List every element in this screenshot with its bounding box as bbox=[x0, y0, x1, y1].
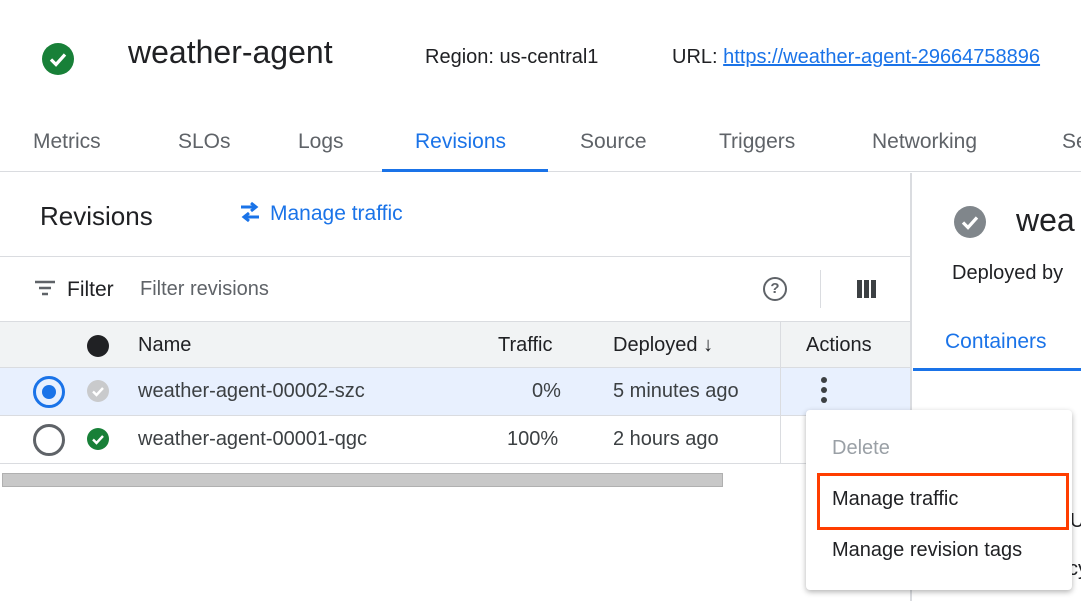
filter-button[interactable]: Filter bbox=[67, 278, 114, 301]
revision-name: weather-agent-00002-szc bbox=[138, 380, 365, 402]
service-title: weather-agent bbox=[128, 34, 333, 70]
deployed-by-label: Deployed by bbox=[952, 262, 1064, 284]
tab-networking[interactable]: Networking bbox=[872, 130, 978, 153]
column-display-icon[interactable] bbox=[857, 280, 877, 303]
revision-deployed: 2 hours ago bbox=[613, 428, 719, 450]
revision-traffic: 100% bbox=[507, 428, 559, 450]
tab-slos[interactable]: SLOs bbox=[178, 130, 231, 153]
service-url-link[interactable]: https://weather-agent-29664758896 bbox=[723, 46, 1041, 68]
revision-traffic: 0% bbox=[532, 380, 561, 402]
revisions-heading: Revisions bbox=[40, 201, 153, 231]
column-actions: Actions bbox=[806, 334, 872, 356]
manage-traffic-button[interactable]: Manage traffic bbox=[238, 201, 403, 229]
check-circle-icon bbox=[42, 43, 74, 75]
horizontal-scrollbar[interactable] bbox=[2, 473, 723, 487]
tab-containers[interactable]: Containers bbox=[945, 330, 1047, 353]
tab-bar: Metrics SLOs Logs Revisions Source Trigg… bbox=[0, 120, 1081, 172]
revision-deployed: 5 minutes ago bbox=[613, 380, 739, 402]
tab-logs[interactable]: Logs bbox=[298, 130, 344, 153]
menu-item-delete[interactable]: Delete bbox=[832, 437, 890, 459]
revisions-panel: Revisions Manage traffic Filter Filter r… bbox=[0, 173, 912, 601]
column-deployed[interactable]: Deployed ↓ bbox=[613, 334, 714, 356]
tab-triggers[interactable]: Triggers bbox=[719, 130, 796, 153]
menu-item-manage-traffic[interactable]: Manage traffic bbox=[832, 488, 959, 510]
url-label: URL: bbox=[672, 46, 718, 68]
sort-down-arrow-icon: ↓ bbox=[703, 334, 714, 356]
highlight-box bbox=[817, 473, 1069, 530]
detail-text-fragment: U bbox=[1070, 510, 1081, 532]
row-radio[interactable] bbox=[33, 424, 65, 456]
menu-item-manage-revision-tags[interactable]: Manage revision tags bbox=[832, 539, 1023, 561]
filter-icon bbox=[34, 279, 56, 302]
manage-traffic-label: Manage traffic bbox=[270, 202, 403, 225]
column-traffic[interactable]: Traffic bbox=[498, 334, 553, 356]
swap-arrows-icon bbox=[238, 201, 262, 229]
more-vert-icon[interactable] bbox=[820, 376, 828, 411]
containers-tab-indicator bbox=[913, 368, 1081, 371]
help-icon[interactable]: ? bbox=[763, 277, 787, 301]
column-name[interactable]: Name bbox=[138, 334, 192, 356]
revision-detail-title: wea bbox=[1016, 202, 1075, 238]
table-row[interactable]: weather-agent-00002-szc 0% 5 minutes ago bbox=[0, 368, 910, 416]
table-header: Name Traffic Deployed ↓ Actions bbox=[0, 321, 910, 368]
row-actions-menu: Delete Manage traffic Manage revision ta… bbox=[806, 410, 1072, 590]
tab-revisions[interactable]: Revisions bbox=[415, 130, 507, 153]
table-row[interactable]: weather-agent-00001-qgc 100% 2 hours ago bbox=[0, 416, 910, 464]
filter-input[interactable]: Filter revisions bbox=[140, 278, 269, 300]
inactive-check-icon bbox=[87, 380, 109, 402]
active-tab-indicator bbox=[382, 169, 548, 172]
tab-security[interactable]: Se bbox=[1062, 130, 1081, 153]
status-check-icon bbox=[954, 206, 986, 238]
status-column-icon bbox=[87, 335, 109, 357]
tab-metrics[interactable]: Metrics bbox=[33, 130, 101, 153]
ready-check-icon bbox=[87, 428, 109, 450]
row-radio-selected[interactable] bbox=[33, 376, 65, 408]
region-label: Region: us-central1 bbox=[425, 46, 599, 68]
tab-source[interactable]: Source bbox=[580, 130, 647, 153]
revision-name: weather-agent-00001-qgc bbox=[138, 428, 368, 450]
